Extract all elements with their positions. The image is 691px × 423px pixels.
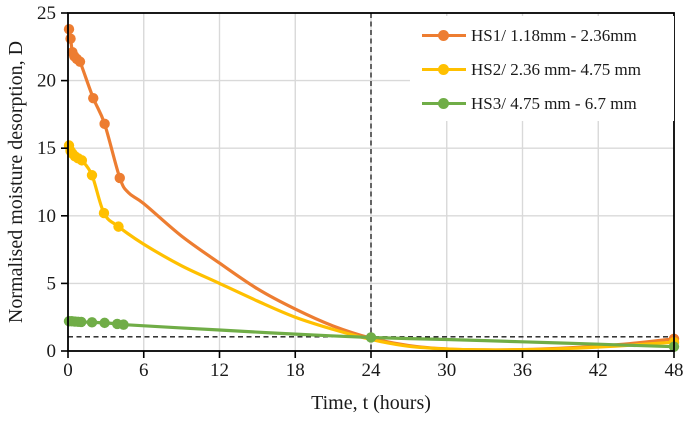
legend-swatch-line-and-marker-icon [422, 98, 466, 109]
y-tick-label: 15 [37, 138, 56, 159]
legend-label: HS1/ 1.18mm - 2.36mm [471, 25, 637, 45]
series-marker-hs1 [114, 172, 125, 184]
y-tick-label: 10 [37, 206, 56, 227]
tick-labels-layer: 0 5 10 15 20 25 0 6 12 18 24 30 36 42 48 [37, 3, 684, 381]
legend-marker-icon [438, 64, 449, 75]
legend-label: HS2/ 2.36 mm- 4.75 mm [471, 59, 642, 79]
x-axis-title: Time, t (hours) [311, 392, 431, 414]
series-marker-hs1 [99, 118, 110, 130]
series-marker-hs2 [113, 221, 124, 232]
x-tick-label: 12 [210, 360, 229, 381]
x-tick-label: 42 [589, 360, 608, 381]
y-axis-title: Normalised moisture desorption, D [5, 41, 27, 323]
x-tick-label: 24 [362, 360, 382, 381]
legend-marker-icon [438, 30, 449, 41]
legend-swatch-line-and-marker-icon [422, 30, 466, 41]
series-marker-hs2 [86, 170, 98, 181]
series-marker-hs3 [76, 316, 87, 328]
series-marker-hs2 [98, 207, 110, 219]
y-tick-label: 0 [47, 341, 57, 362]
legend-marker-icon [438, 98, 449, 109]
y-tick-label: 25 [37, 3, 56, 24]
series-marker-hs3 [86, 317, 98, 328]
series-marker-hs3 [118, 319, 129, 330]
axes-frame-layer [61, 12, 675, 358]
x-tick-label: 18 [286, 360, 305, 381]
legend-label: HS3/ 4.75 mm - 6.7 mm [471, 93, 637, 113]
series-marker-hs1 [74, 56, 86, 67]
reference-lines-layer [68, 13, 674, 351]
series-marker-hs3 [365, 332, 377, 343]
series-marker-hs1 [65, 33, 76, 44]
y-tick-label: 5 [47, 273, 57, 294]
x-tick-label: 30 [437, 360, 456, 381]
legend-item-hs1: HS1/ 1.18mm - 2.36mm [422, 24, 674, 47]
legend-item-hs2: HS2/ 2.36 mm- 4.75 mm [422, 58, 674, 81]
series-marker-hs1 [63, 24, 75, 35]
x-tick-label: 0 [63, 360, 73, 381]
y-tick-label: 20 [37, 71, 56, 92]
legend: HS1/ 1.18mm - 2.36mm HS2/ 2.36 mm- 4.75 m… [410, 16, 674, 121]
x-tick-label: 36 [513, 360, 532, 381]
x-tick-label: 6 [139, 360, 149, 381]
series-layer [63, 24, 680, 352]
x-tick-label: 48 [665, 360, 684, 381]
legend-swatch-line-and-marker-icon [422, 64, 466, 75]
series-marker-hs3 [99, 317, 110, 329]
series-marker-hs1 [88, 92, 99, 104]
series-marker-hs2 [76, 155, 88, 166]
legend-item-hs3: HS3/ 4.75 mm - 6.7 mm [422, 92, 674, 115]
